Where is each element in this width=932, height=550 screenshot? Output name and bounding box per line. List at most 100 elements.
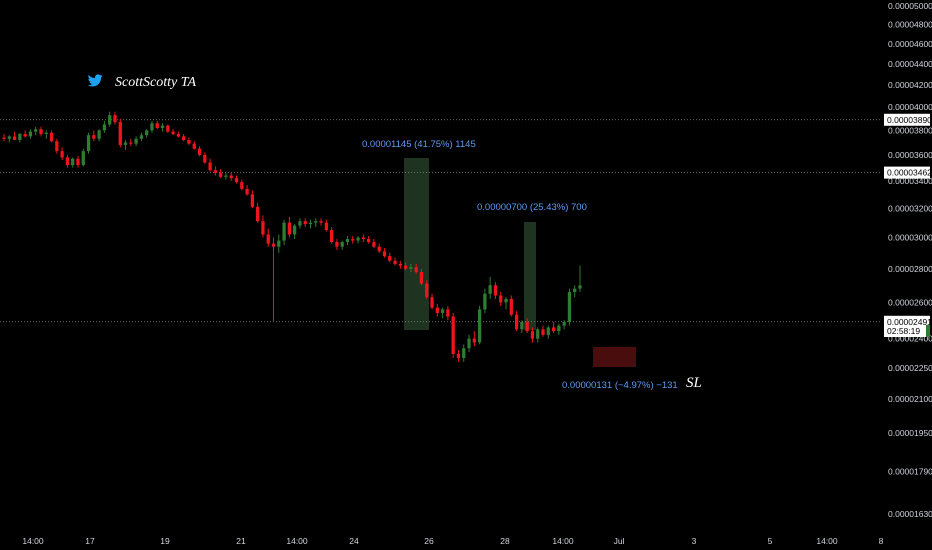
candle-body [129, 142, 133, 144]
candle-body [298, 221, 302, 226]
y-tick-label: 0.00002400 [888, 334, 932, 344]
candle-body [12, 136, 17, 141]
candle-body [530, 331, 535, 339]
candlestick-series [2, 111, 582, 362]
y-tick-label: 0.00003800 [888, 125, 932, 135]
measure-annotation-3: 0.00000131 (−4.97%) −131 [562, 380, 678, 391]
measure-annotation-1: 0.00001145 (41.75%) 1145 [362, 139, 476, 150]
y-tick-label: 0.00003000 [888, 233, 932, 243]
candle-body [71, 158, 75, 166]
candle-body [155, 123, 159, 129]
candle-body [551, 327, 556, 332]
price-tag [884, 113, 930, 126]
y-tick-label: 0.00005000 [888, 1, 932, 11]
x-tick-label: 8 [879, 536, 884, 546]
candle-body [60, 151, 64, 158]
candle-body [345, 239, 350, 243]
candle-body [483, 293, 487, 310]
candle-body [493, 285, 498, 296]
candle-body [446, 309, 450, 317]
y-tick-label: 0.00002250 [888, 363, 932, 373]
x-tick-label: 3 [692, 536, 697, 546]
candle-body [409, 267, 413, 269]
candle-body [514, 314, 519, 330]
candle-body [398, 263, 402, 266]
candle-body [477, 309, 482, 343]
y-tick-label: 0.00001790 [888, 467, 932, 477]
candle-body [308, 222, 313, 225]
y-tick-label: 0.00001950 [888, 428, 932, 438]
candle-body [430, 297, 434, 308]
y-tick-label: 0.00004600 [888, 39, 932, 49]
candle-body [462, 348, 466, 358]
candle-body [403, 265, 408, 269]
y-tick-label: 0.00002600 [888, 297, 932, 307]
y-axis[interactable]: 0.00005000 0.00004800 0.00004600 0.00004400… [888, 1, 932, 519]
candle-body [65, 157, 70, 166]
y-tick-label: 0.00004000 [888, 102, 932, 112]
current-price-marker [926, 325, 930, 337]
price-tag-label: 0.00003890 [887, 115, 932, 125]
candle-body [472, 338, 476, 343]
candle-body [224, 175, 228, 177]
candle-body [366, 239, 371, 243]
candle-body [55, 141, 59, 152]
measure-annotation-2: 0.00000700 (25.43%) 700 [477, 202, 587, 213]
candle-body [145, 130, 149, 136]
candle-body [340, 242, 344, 247]
candle-body [34, 129, 38, 132]
measure-zone-2 [524, 222, 536, 330]
candle-body [28, 131, 33, 137]
price-tag-label: 0.00003462 [887, 168, 932, 178]
candle-body [467, 338, 471, 349]
candle-body [23, 133, 27, 137]
candle-body [261, 221, 265, 235]
candle-body [219, 172, 223, 177]
candle-body [329, 230, 334, 243]
candle-body [171, 131, 175, 134]
candle-body [319, 221, 323, 223]
candle-body [573, 288, 577, 293]
x-axis[interactable]: 14:00 17 19 21 14:00 24 26 28 14:00 Jul 3 5 14:00 8 [22, 536, 883, 546]
candle-body [419, 272, 424, 284]
x-tick-label: 14:00 [552, 536, 574, 546]
x-tick-label: 26 [424, 536, 434, 546]
x-tick-label: 14:00 [22, 536, 44, 546]
x-tick-label: Jul [614, 536, 625, 546]
candle-body [388, 256, 392, 261]
candle-body [425, 283, 429, 298]
y-tick-label: 0.00003600 [888, 150, 932, 160]
x-tick-label: 21 [236, 536, 246, 546]
measure-zone-3 [593, 347, 636, 367]
candle-body [192, 143, 196, 149]
candle-body [557, 325, 561, 332]
candle-body [166, 125, 170, 132]
candle-body [440, 309, 445, 313]
candle-body [546, 327, 550, 335]
brand-name: ScottScotty TA [115, 75, 196, 90]
candle-body [303, 221, 307, 225]
measure-zone-1 [404, 158, 429, 330]
x-tick-label: 17 [85, 536, 95, 546]
candle-body [372, 242, 376, 247]
candle-body [182, 136, 186, 141]
candle-body [525, 321, 529, 332]
candle-body [509, 298, 513, 315]
candle-body [335, 242, 339, 247]
candle-body [108, 115, 112, 125]
candle-body [86, 135, 91, 152]
candle-body [197, 148, 202, 155]
x-tick-label: 14:00 [816, 536, 838, 546]
candle-body [208, 162, 212, 171]
candle-body [414, 267, 418, 273]
candle-body [536, 329, 540, 339]
candle-body [361, 237, 365, 240]
candle-body [240, 182, 244, 189]
candle-body [245, 188, 249, 195]
candle-body [160, 125, 165, 129]
y-tick-label: 0.00004800 [888, 20, 932, 30]
candle-body [287, 222, 291, 235]
candle-body [351, 239, 355, 241]
